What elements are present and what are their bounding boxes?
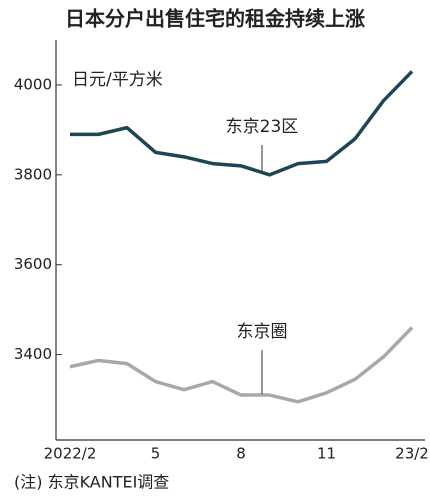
y-tick-label: 3400 xyxy=(14,345,52,363)
series-label: 东京23区 xyxy=(226,117,299,137)
series-line xyxy=(70,70,414,177)
x-tick-label: 5 xyxy=(151,445,161,463)
chart-title: 日本分户出售住宅的租金持续上涨 xyxy=(65,7,365,31)
series-line xyxy=(69,326,414,404)
series-label: 东京圈 xyxy=(237,322,288,342)
x-tick-label: 8 xyxy=(236,445,246,463)
x-tick-label: 11 xyxy=(317,445,336,463)
y-tick-label: 4000 xyxy=(14,75,52,93)
x-tick-label: 23/2 xyxy=(395,445,429,463)
x-tick-label: 2022/2 xyxy=(44,445,97,463)
y-tick-label: 3600 xyxy=(14,255,52,273)
y-tick-label: 3800 xyxy=(14,165,52,183)
note: (注) 东京KANTEI调查 xyxy=(14,473,169,492)
y-axis-label: 日元/平方米 xyxy=(72,70,163,90)
